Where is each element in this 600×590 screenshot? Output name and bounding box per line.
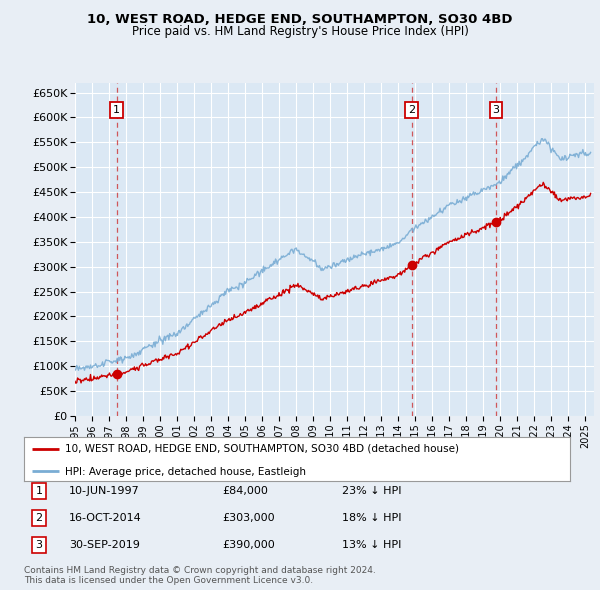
Text: 2: 2 <box>408 105 415 115</box>
Text: 18% ↓ HPI: 18% ↓ HPI <box>342 513 401 523</box>
Text: 3: 3 <box>493 105 500 115</box>
Text: £303,000: £303,000 <box>222 513 275 523</box>
Text: 10, WEST ROAD, HEDGE END, SOUTHAMPTON, SO30 4BD: 10, WEST ROAD, HEDGE END, SOUTHAMPTON, S… <box>87 13 513 26</box>
Text: 1: 1 <box>113 105 120 115</box>
Text: £84,000: £84,000 <box>222 486 268 496</box>
Text: 30-SEP-2019: 30-SEP-2019 <box>69 540 140 550</box>
Text: 13% ↓ HPI: 13% ↓ HPI <box>342 540 401 550</box>
Text: 2: 2 <box>35 513 43 523</box>
Text: £390,000: £390,000 <box>222 540 275 550</box>
Text: Price paid vs. HM Land Registry's House Price Index (HPI): Price paid vs. HM Land Registry's House … <box>131 25 469 38</box>
Text: 1: 1 <box>35 486 43 496</box>
Text: 16-OCT-2014: 16-OCT-2014 <box>69 513 142 523</box>
Text: HPI: Average price, detached house, Eastleigh: HPI: Average price, detached house, East… <box>65 467 306 477</box>
Text: 23% ↓ HPI: 23% ↓ HPI <box>342 486 401 496</box>
Text: 3: 3 <box>35 540 43 550</box>
Text: 10-JUN-1997: 10-JUN-1997 <box>69 486 140 496</box>
Text: 10, WEST ROAD, HEDGE END, SOUTHAMPTON, SO30 4BD (detached house): 10, WEST ROAD, HEDGE END, SOUTHAMPTON, S… <box>65 444 459 454</box>
Text: Contains HM Land Registry data © Crown copyright and database right 2024.
This d: Contains HM Land Registry data © Crown c… <box>24 566 376 585</box>
